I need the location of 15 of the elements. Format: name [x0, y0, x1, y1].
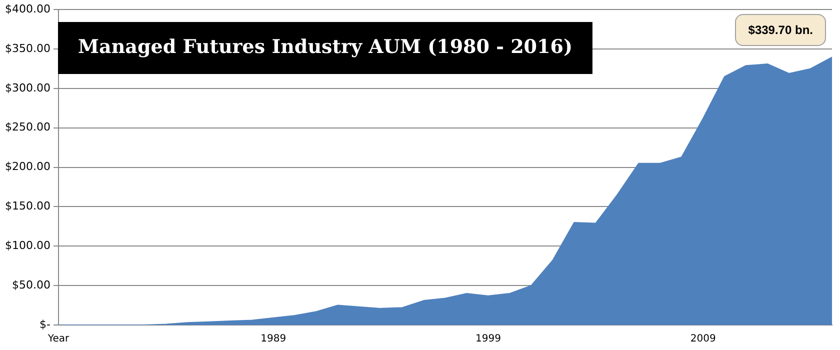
y-tick-label: $100.00 — [4, 239, 50, 252]
x-tick-label: 1989 — [260, 334, 286, 345]
y-tick-label: $350.00 — [4, 42, 50, 55]
callout-bubble: $339.70 bn. — [735, 14, 826, 46]
y-tick-label: $- — [40, 318, 51, 331]
y-tick-label: $200.00 — [4, 160, 50, 174]
y-tick-label: $300.00 — [4, 81, 50, 94]
x-tick-label: 2009 — [690, 334, 716, 345]
text: Managed Futures Industry AUM (1980 - 2016) — [78, 36, 572, 58]
y-tick-label: $150.00 — [4, 200, 50, 213]
y-tick-label: $50.00 — [12, 278, 50, 292]
y-tick-label: $400.00 — [4, 2, 50, 16]
x-tick-label: Year — [46, 334, 70, 345]
y-tick-label: $250.00 — [4, 120, 50, 134]
x-tick-label: 1999 — [475, 334, 501, 345]
